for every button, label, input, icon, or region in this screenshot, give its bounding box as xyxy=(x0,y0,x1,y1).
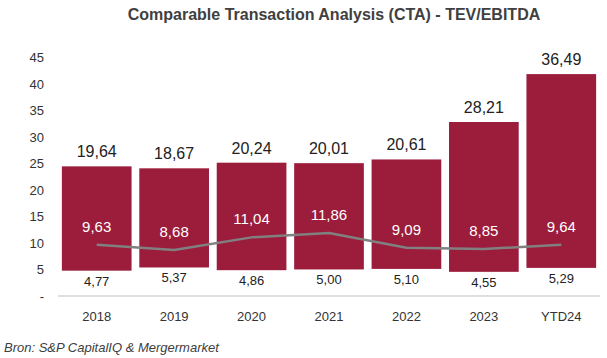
data-label: 4,55 xyxy=(471,275,496,290)
y-tick-label: 45 xyxy=(30,50,44,65)
title: Comparable Transaction Analysis (CTA) - … xyxy=(128,6,541,23)
data-label: 28,21 xyxy=(464,99,504,116)
bar xyxy=(294,163,364,269)
data-label: 5,37 xyxy=(161,270,186,285)
plot-area xyxy=(62,74,596,296)
y-tick-label: 5 xyxy=(37,262,44,277)
bar xyxy=(139,168,209,267)
data-label: 20,24 xyxy=(232,140,272,157)
y-tick-label: 10 xyxy=(30,236,44,251)
bar xyxy=(62,271,132,296)
data-label: 11,04 xyxy=(233,210,269,227)
data-label: 9,64 xyxy=(547,218,576,235)
data-label: 8,85 xyxy=(469,222,498,239)
chart: Comparable Transaction Analysis (CTA) - … xyxy=(0,0,607,358)
data-label: 20,01 xyxy=(309,140,349,157)
bar xyxy=(372,159,442,268)
data-label: 18,67 xyxy=(154,145,194,162)
y-tick-label: 40 xyxy=(30,77,44,92)
bar xyxy=(62,166,132,270)
data-labels: 4,77 5,37 4,86 5,00 5,10 4,55 5,29 19,64 18,67 20… xyxy=(77,51,582,290)
data-label: 5,10 xyxy=(394,272,419,287)
data-label: 4,86 xyxy=(239,273,264,288)
bar xyxy=(526,268,596,296)
bar xyxy=(449,272,519,296)
data-label: 19,64 xyxy=(77,143,117,160)
data-label: 9,09 xyxy=(392,221,421,238)
y-tick-label: - xyxy=(40,289,44,304)
x-tick-label: 2022 xyxy=(392,309,421,324)
bar xyxy=(294,269,364,296)
data-label: 5,29 xyxy=(549,271,574,286)
x-tick-label: 2018 xyxy=(82,309,111,324)
x-tick-label: 2019 xyxy=(160,309,189,324)
y-tick-label: 35 xyxy=(30,103,44,118)
data-label: 4,77 xyxy=(84,274,109,289)
data-label: 8,68 xyxy=(160,223,189,240)
data-label: 11,86 xyxy=(311,206,347,223)
y-tick-label: 15 xyxy=(30,209,44,224)
data-label: 20,61 xyxy=(386,136,426,153)
y-tick-label: 30 xyxy=(30,130,44,145)
y-tick-label: 25 xyxy=(30,156,44,171)
source: Bron: S&P CapitalIQ & Mergermarket xyxy=(4,340,220,355)
bar xyxy=(372,269,442,296)
x-axis-line xyxy=(58,296,600,297)
bar xyxy=(139,267,209,296)
bar xyxy=(217,163,287,270)
data-label: 36,49 xyxy=(541,51,581,68)
y-tick-label: 20 xyxy=(30,183,44,198)
x-tick-label: 2021 xyxy=(315,309,344,324)
x-tick-label: YTD24 xyxy=(541,309,581,324)
x-tick-label: 2020 xyxy=(237,309,266,324)
data-label: 5,00 xyxy=(316,272,341,287)
bar xyxy=(217,270,287,296)
x-tick-label: 2023 xyxy=(469,309,498,324)
data-label: 9,63 xyxy=(82,218,111,235)
bar xyxy=(526,74,596,268)
